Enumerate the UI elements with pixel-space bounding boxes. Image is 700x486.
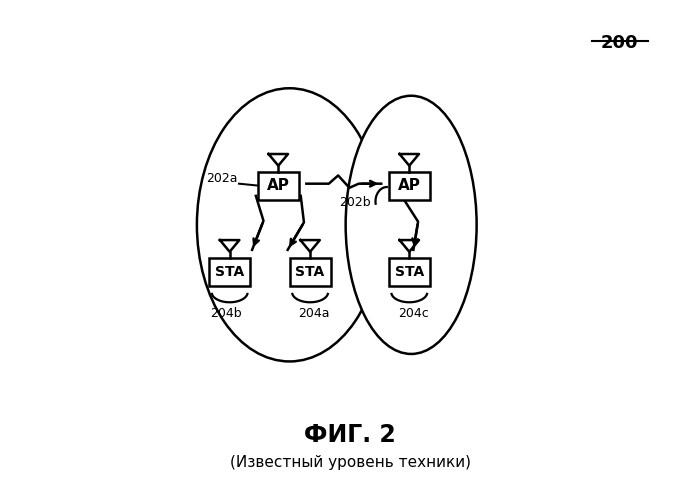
Ellipse shape [197, 88, 382, 362]
Bar [209, 258, 250, 286]
Bar [389, 258, 430, 286]
Text: 202a: 202a [206, 172, 238, 185]
Text: 200: 200 [601, 34, 638, 52]
Bar [258, 172, 299, 200]
Ellipse shape [346, 96, 477, 354]
Text: STA: STA [295, 264, 325, 278]
Text: 204a: 204a [298, 307, 330, 320]
Text: (Известный уровень техники): (Известный уровень техники) [230, 455, 470, 470]
Text: AP: AP [267, 178, 290, 193]
Bar [389, 172, 430, 200]
Text: ФИГ. 2: ФИГ. 2 [304, 423, 396, 447]
Text: STA: STA [395, 264, 424, 278]
Text: STA: STA [215, 264, 244, 278]
Text: 204b: 204b [210, 307, 242, 320]
Bar [290, 258, 330, 286]
Text: 202b: 202b [340, 196, 371, 209]
Text: AP: AP [398, 178, 421, 193]
Text: 204c: 204c [398, 307, 428, 320]
